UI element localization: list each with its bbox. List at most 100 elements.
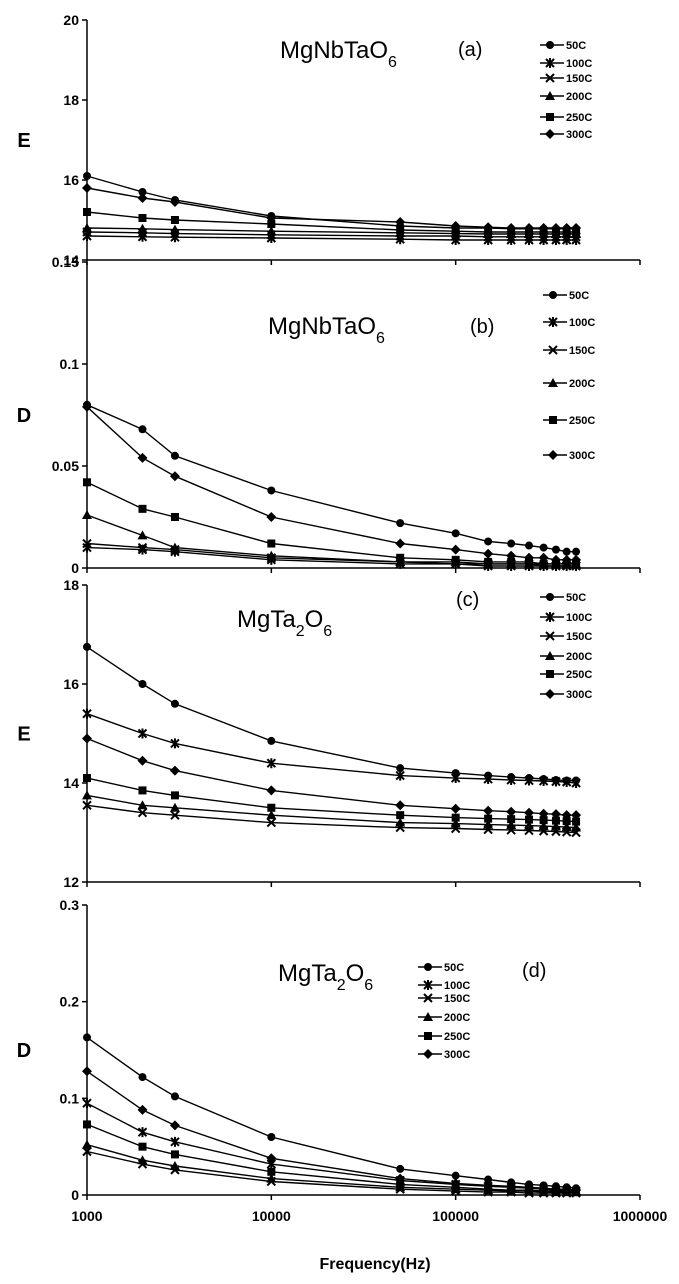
data-point (266, 512, 277, 522)
data-point (138, 214, 147, 222)
panel-label: (d) (522, 960, 546, 982)
legend-marker (548, 345, 558, 355)
data-point (267, 486, 276, 495)
data-point (538, 776, 549, 787)
data-point (507, 815, 516, 824)
legend-label: 100C (566, 58, 592, 70)
series-line (86, 777, 577, 823)
data-point (506, 550, 517, 561)
data-point (169, 471, 180, 482)
y-axis-label: E (17, 130, 30, 152)
x-tick-label: 1000000 (613, 1208, 668, 1224)
data-point (524, 807, 535, 818)
data-point (571, 778, 581, 788)
data-point (266, 226, 277, 236)
data-point (539, 543, 548, 552)
data-point (451, 555, 460, 564)
y-tick-label: 16 (63, 172, 79, 188)
y-tick-label: 18 (63, 577, 79, 593)
y-tick-label: 14 (63, 775, 79, 791)
legend-marker (549, 416, 557, 424)
legend-label: 200C (569, 378, 595, 390)
data-point (561, 1184, 572, 1195)
data-point (524, 223, 535, 233)
legend-marker (546, 670, 554, 678)
data-point (266, 810, 277, 820)
data-point (82, 800, 92, 810)
data-point (170, 791, 179, 800)
data-point (266, 550, 277, 560)
legend-label: 50C (566, 592, 586, 604)
data-point (396, 1180, 405, 1189)
data-point (267, 539, 276, 548)
legend-label: 250C (569, 415, 595, 427)
legend: 50C 100C 150C 200C 250C 300C (540, 592, 592, 701)
data-point (539, 816, 548, 825)
data-point (396, 519, 405, 528)
data-point (396, 1164, 405, 1173)
data-point (507, 539, 516, 548)
data-point (484, 1175, 493, 1184)
data-point (82, 708, 92, 719)
data-point (484, 537, 493, 546)
legend-label: 250C (444, 1031, 470, 1043)
legend-label: 200C (566, 651, 592, 663)
series-line (86, 175, 577, 230)
data-point (266, 1173, 277, 1183)
data-point (83, 1120, 91, 1129)
x-tick-label: 100000 (432, 1208, 479, 1224)
series-250C (83, 774, 581, 826)
data-point (170, 1092, 179, 1101)
data-point (550, 1184, 561, 1195)
legend-marker (545, 631, 555, 641)
panel-label: (b) (470, 316, 494, 338)
series-250C (83, 478, 581, 568)
data-point (524, 552, 535, 563)
legend-label: 150C (566, 631, 592, 643)
legend-marker (546, 41, 554, 49)
data-point (267, 736, 276, 745)
y-tick-label: 16 (63, 676, 79, 692)
legend-label: 150C (444, 993, 470, 1005)
data-point (137, 193, 148, 203)
data-point (450, 544, 461, 555)
series-100C (82, 542, 581, 571)
data-point (82, 183, 92, 193)
data-point (170, 738, 180, 749)
data-point (395, 538, 406, 549)
data-point (267, 803, 276, 812)
y-tick-label: 0.1 (60, 1090, 80, 1106)
data-point (550, 554, 561, 565)
legend-label: 50C (566, 40, 586, 52)
data-point (138, 786, 147, 795)
y-tick-label: 20 (63, 12, 79, 28)
data-point (82, 1139, 92, 1149)
data-point (561, 554, 572, 565)
chart-title: MgNbTaO6 (268, 313, 385, 347)
legend: 50C 100C 150C 200C 250C 300C (543, 290, 595, 462)
data-point (137, 807, 148, 818)
data-point (572, 547, 581, 556)
y-tick-label: 0.05 (52, 458, 79, 474)
data-point (571, 554, 582, 565)
series-line (86, 713, 577, 784)
data-point (571, 1185, 582, 1196)
data-point (169, 542, 180, 552)
series-50C (83, 642, 581, 785)
data-point (82, 1146, 92, 1157)
legend-label: 50C (569, 290, 589, 302)
data-point (450, 1178, 461, 1189)
data-point (267, 1167, 276, 1176)
legend-label: 250C (566, 669, 592, 681)
data-point (561, 223, 572, 233)
panel-b: 0 0.05 0.1 0.15 D MgNbTaO6 (b) 50C 100C 150C 200C 2… (17, 254, 641, 576)
y-tick-label: 0.1 (60, 356, 80, 372)
data-point (169, 802, 180, 812)
data-point (82, 538, 92, 549)
y-axis-label: E (17, 724, 30, 746)
data-point (506, 223, 517, 233)
x-tick-label: 10000 (252, 1208, 291, 1224)
data-point (395, 217, 406, 227)
y-tick-label: 0 (71, 1187, 79, 1203)
